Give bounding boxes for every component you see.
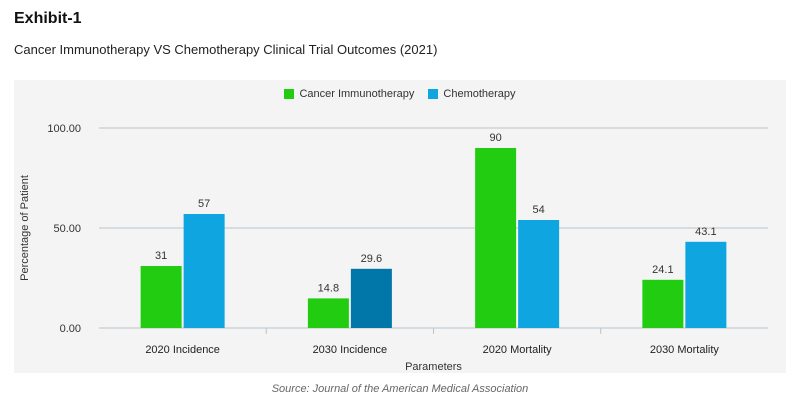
x-tick-label: 2020 Mortality: [483, 344, 553, 356]
data-label-immunotherapy: 31: [155, 250, 167, 262]
legend-swatch-immunotherapy: [284, 89, 295, 99]
data-label-immunotherapy: 90: [490, 132, 502, 144]
chart-legend: Cancer Immunotherapy Chemotherapy: [14, 88, 786, 100]
bar-immunotherapy: [307, 298, 349, 328]
x-tick-label: 2030 Incidence: [313, 344, 388, 356]
chart-subtitle: Cancer Immunotherapy VS Chemotherapy Cli…: [14, 42, 438, 57]
bar-immunotherapy: [140, 266, 182, 328]
y-tick-label: 50.00: [53, 223, 81, 235]
bar-chemotherapy: [350, 268, 392, 328]
bar-chemotherapy: [183, 214, 225, 328]
legend-item-immunotherapy[interactable]: Cancer Immunotherapy: [284, 88, 414, 100]
x-tick-label: 2030 Mortality: [650, 344, 720, 356]
legend-label-immunotherapy: Cancer Immunotherapy: [299, 88, 415, 100]
y-axis-title: Percentage of Patient: [19, 175, 31, 281]
bar-immunotherapy: [475, 148, 517, 328]
x-tick-label: 2020 Incidence: [145, 344, 220, 356]
bar-chemotherapy: [685, 241, 727, 328]
y-tick-label: 0.00: [60, 323, 81, 335]
legend-item-chemotherapy[interactable]: Chemotherapy: [428, 88, 516, 100]
y-tick-label: 100.00: [47, 123, 81, 135]
data-label-chemotherapy: 29.6: [361, 253, 382, 265]
data-label-chemotherapy: 57: [198, 198, 210, 210]
legend-swatch-chemotherapy: [428, 89, 439, 99]
exhibit-title: Exhibit-1: [14, 10, 82, 27]
chart-panel: Cancer Immunotherapy Chemotherapy 0.00 50…: [14, 80, 786, 373]
x-axis-title: Parameters: [405, 361, 462, 373]
data-label-immunotherapy: 24.1: [652, 264, 673, 276]
legend-label-chemotherapy: Chemotherapy: [443, 88, 516, 100]
data-label-chemotherapy: 54: [533, 204, 545, 216]
data-label-immunotherapy: 14.8: [318, 282, 339, 294]
chart-source: Source: Journal of the American Medical …: [271, 383, 529, 395]
bar-immunotherapy: [642, 279, 684, 328]
bar-chemotherapy: [518, 220, 560, 328]
bar-chart: 0.00 50.00 100.00 31 57 2020 Incidence 14.8 29.…: [19, 123, 768, 373]
data-label-chemotherapy: 43.1: [695, 226, 716, 238]
